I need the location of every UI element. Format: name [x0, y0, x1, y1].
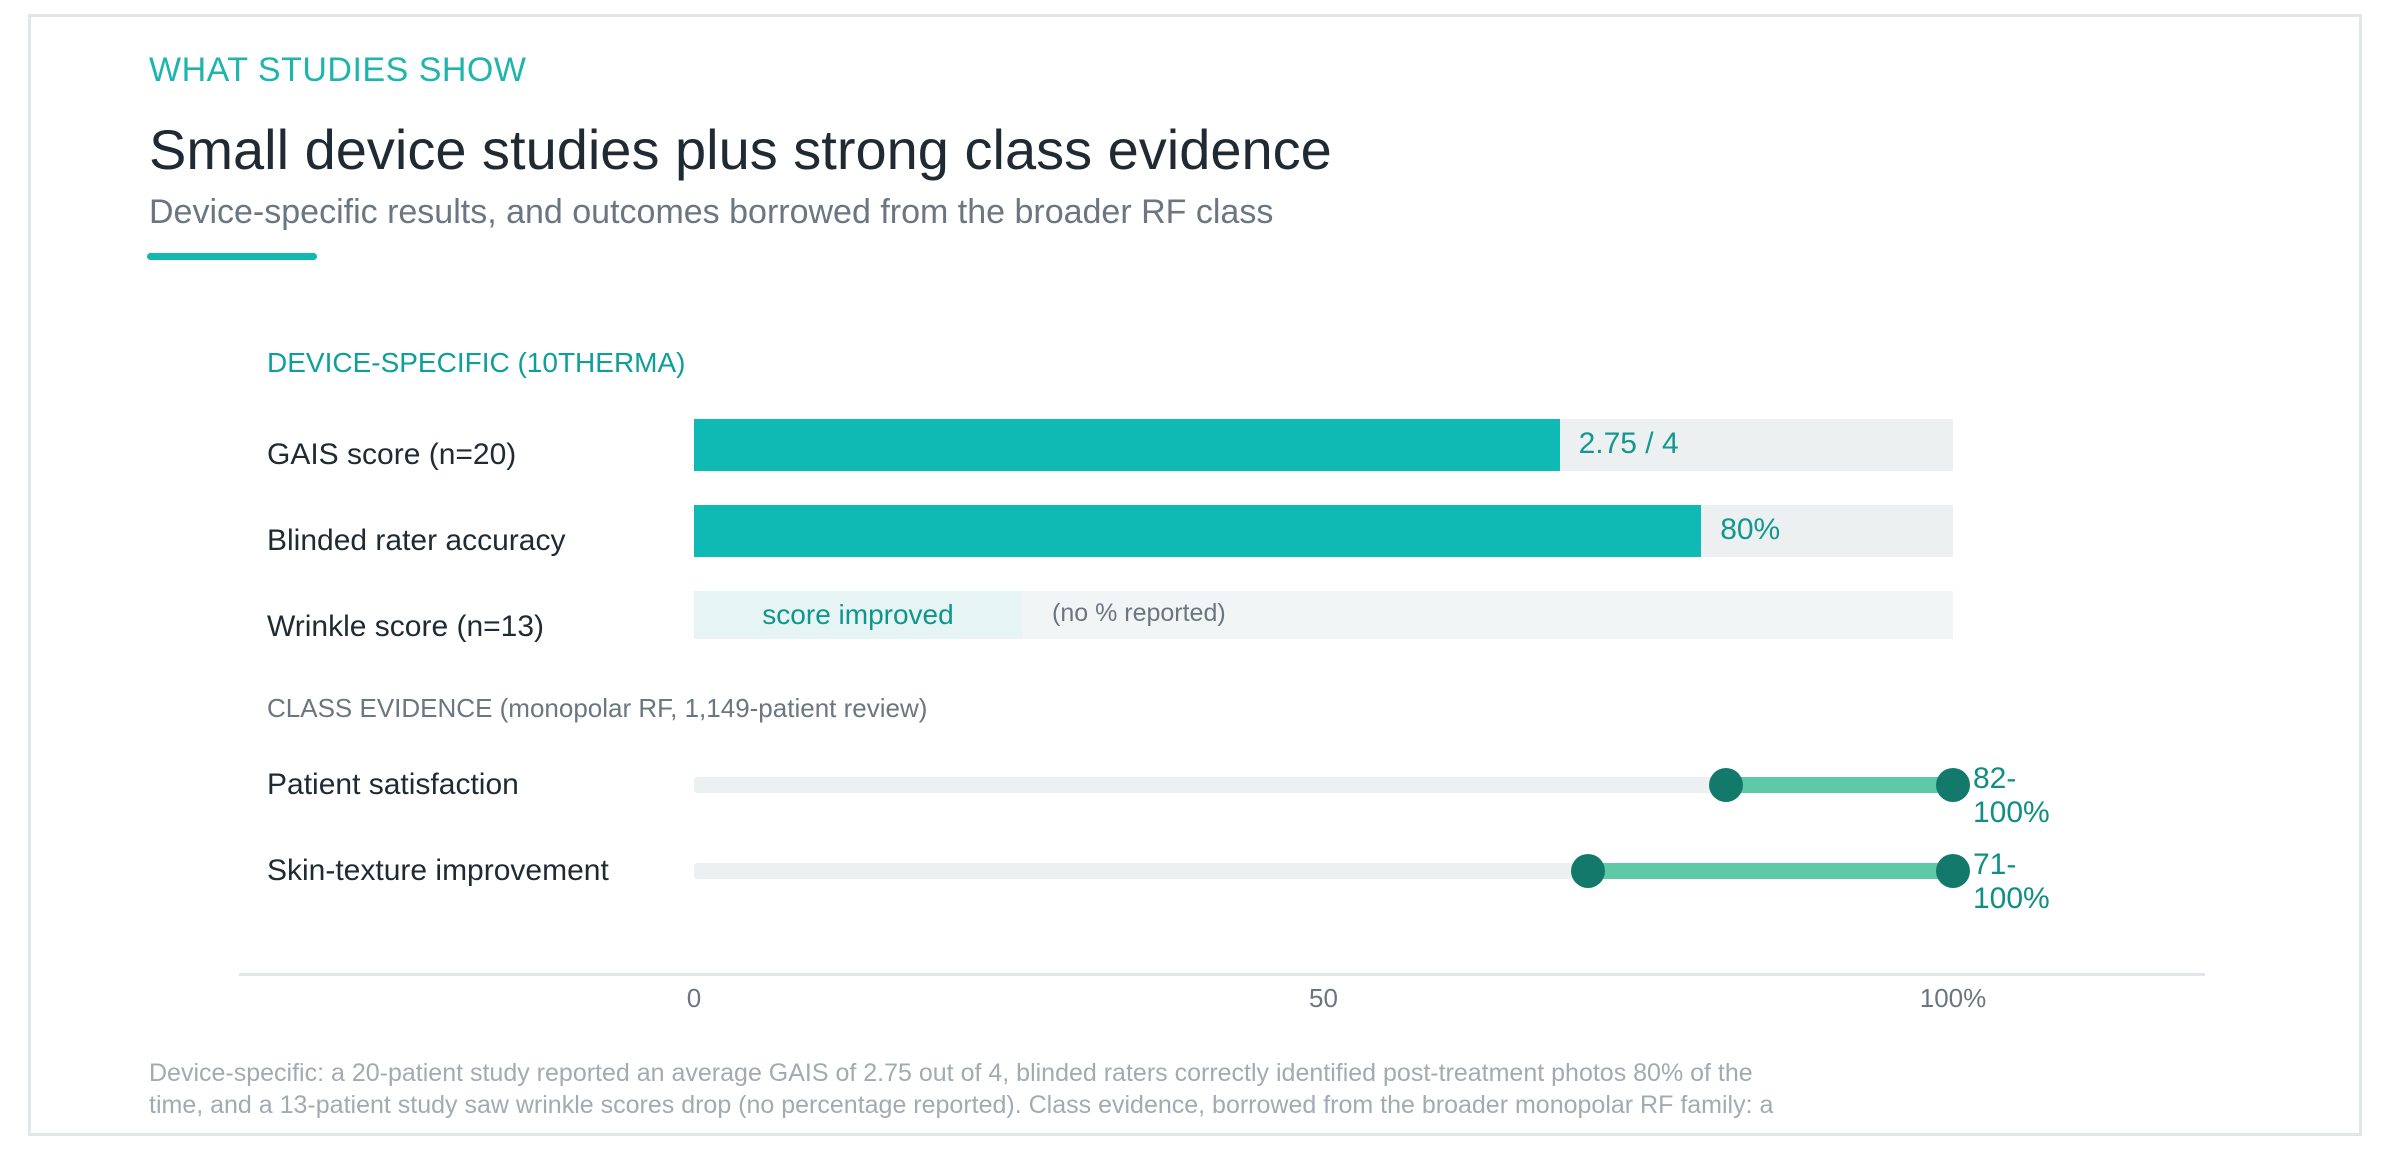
- eyebrow-label: WHAT STUDIES SHOW: [149, 51, 527, 89]
- chart-subtitle: Device-specific results, and outcomes bo…: [149, 193, 1274, 231]
- bar-value-blinded: 80%: [1720, 513, 1781, 546]
- row-label-blinded: Blinded rater accuracy: [267, 524, 566, 557]
- bar-track-gais: 2.75 / 4: [694, 419, 1953, 471]
- range-dot-high-satisfaction: [1936, 768, 1970, 802]
- section-heading-class: CLASS EVIDENCE (monopolar RF, 1,149-pati…: [267, 693, 928, 723]
- range-track-satisfaction: 82-100%: [694, 762, 2050, 829]
- bar-value-gais: 2.75 / 4: [1578, 427, 1679, 460]
- range-dot-high-texture: [1936, 854, 1970, 888]
- range-dot-low-texture: [1570, 854, 1605, 888]
- range-value-texture: 71-100%: [1973, 848, 2050, 915]
- chart-card: WHAT STUDIES SHOW Small device studies p…: [28, 14, 2362, 1136]
- footnote-text: Device-specific: a 20-patient study repo…: [149, 1059, 1774, 1119]
- x-tick-0: 0: [686, 983, 702, 1013]
- range-dot-low-satisfaction: [1709, 768, 1744, 802]
- accent-underline: [147, 253, 317, 260]
- range-bar-satisfaction: [1726, 777, 1953, 793]
- range-track-texture: 71-100%: [694, 848, 2050, 915]
- bar-track-wrinkle: score improved (no % reported): [694, 591, 1953, 639]
- row-label-wrinkle: Wrinkle score (n=13): [267, 610, 545, 643]
- x-tick-100: 100%: [1919, 983, 1987, 1013]
- pill-score-improved: score improved: [694, 591, 1022, 639]
- bar-gais: [694, 419, 1560, 471]
- chart-title: Small device studies plus strong class e…: [149, 118, 1332, 181]
- bar-blinded: [694, 505, 1702, 557]
- row-label-texture: Skin-texture improvement: [267, 854, 609, 887]
- bar-track-blinded: 80%: [694, 505, 1953, 557]
- range-value-satisfaction: 82-100%: [1973, 762, 2050, 829]
- row-label-gais: GAIS score (n=20): [267, 438, 517, 471]
- x-tick-50: 50: [1309, 983, 1338, 1013]
- row-label-satisfaction: Patient satisfaction: [267, 768, 519, 801]
- x-axis-line: [239, 973, 2205, 976]
- range-bar-texture: [1587, 863, 1953, 879]
- section-heading-device: DEVICE-SPECIFIC (10THERMA): [267, 347, 686, 378]
- note-no-percent: (no % reported): [1052, 599, 1226, 627]
